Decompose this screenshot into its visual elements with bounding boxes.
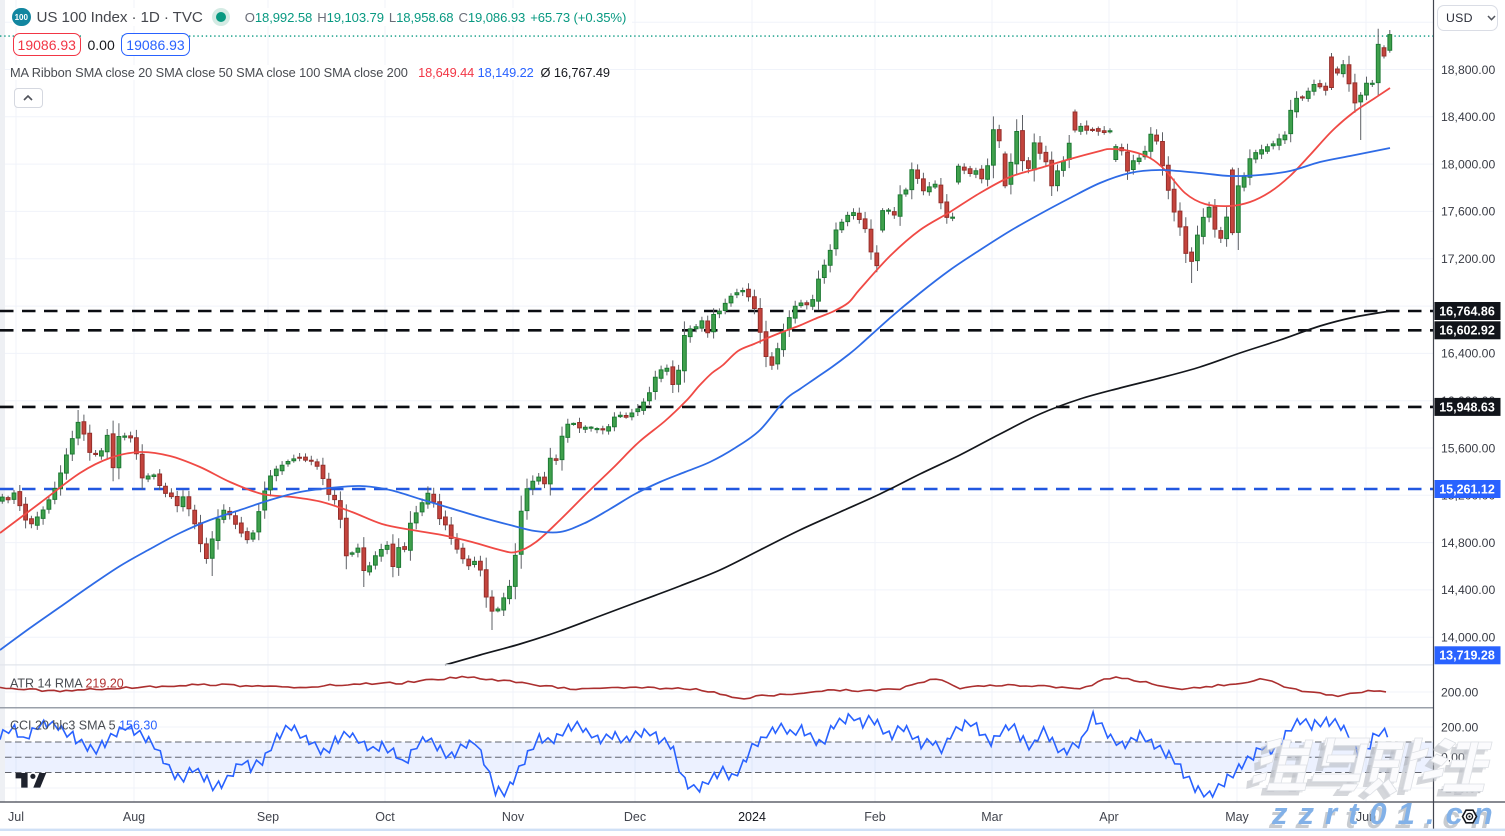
svg-text:Jul: Jul xyxy=(8,810,24,824)
svg-text:Sep: Sep xyxy=(257,810,279,824)
svg-text:15,600.00: 15,600.00 xyxy=(1441,441,1495,455)
svg-text:200.00: 200.00 xyxy=(1441,720,1478,734)
svg-text:14,000.00: 14,000.00 xyxy=(1441,631,1495,645)
svg-text:Mar: Mar xyxy=(981,810,1003,824)
svg-text:16,400.00: 16,400.00 xyxy=(1441,347,1495,361)
svg-text:Aug: Aug xyxy=(123,810,145,824)
svg-text:200.00: 200.00 xyxy=(1441,685,1478,699)
svg-text:17,200.00: 17,200.00 xyxy=(1441,252,1495,266)
svg-text:May: May xyxy=(1225,810,1249,824)
svg-text:2024: 2024 xyxy=(738,810,766,824)
svg-text:Oct: Oct xyxy=(375,810,395,824)
svg-text:16,764.86: 16,764.86 xyxy=(1439,304,1495,318)
svg-text:16,602.92: 16,602.92 xyxy=(1439,324,1495,338)
svg-text:Feb: Feb xyxy=(864,810,886,824)
svg-text:Dec: Dec xyxy=(624,810,646,824)
svg-text:Nov: Nov xyxy=(502,810,525,824)
svg-text:Apr: Apr xyxy=(1099,810,1118,824)
svg-text:14,400.00: 14,400.00 xyxy=(1441,583,1495,597)
svg-text:18,400.00: 18,400.00 xyxy=(1441,110,1495,124)
svg-text:18,000.00: 18,000.00 xyxy=(1441,157,1495,171)
svg-text:15,261.12: 15,261.12 xyxy=(1439,482,1495,496)
svg-text:CCI 20 hlc3 SMA 5 156.30: CCI 20 hlc3 SMA 5 156.30 xyxy=(10,719,157,733)
svg-text:14,800.00: 14,800.00 xyxy=(1441,536,1495,550)
svg-text:18,800.00: 18,800.00 xyxy=(1441,63,1495,77)
svg-text:ATR 14 RMA 219.20: ATR 14 RMA 219.20 xyxy=(10,677,124,691)
svg-text:15,948.63: 15,948.63 xyxy=(1439,400,1495,414)
svg-text:13,719.28: 13,719.28 xyxy=(1439,649,1495,663)
svg-text:17,600.00: 17,600.00 xyxy=(1441,205,1495,219)
